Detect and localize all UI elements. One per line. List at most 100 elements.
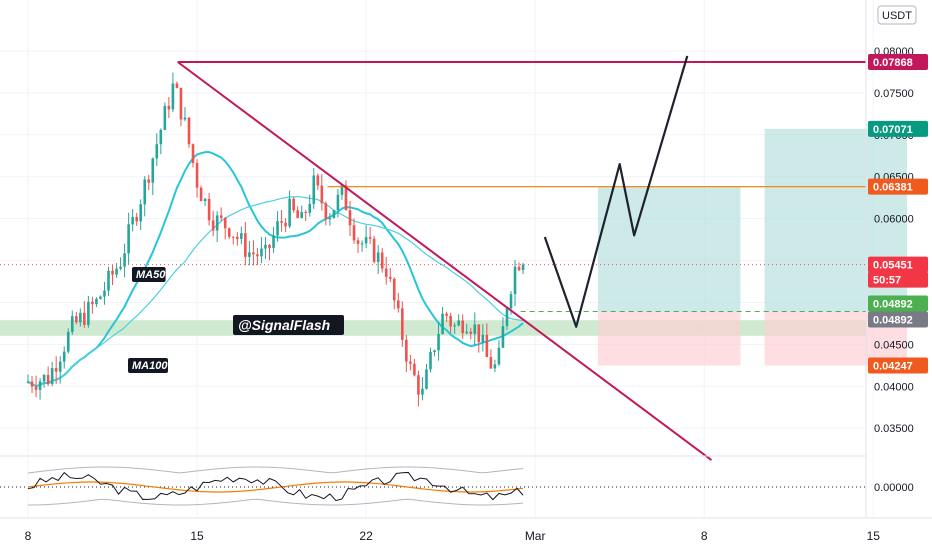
candle-body [421, 388, 424, 395]
candle-body [42, 374, 46, 382]
ma50-label: MA50 [132, 267, 166, 282]
candle-body [405, 339, 408, 362]
watermark-bg [233, 315, 344, 335]
candle-body [211, 220, 215, 231]
price-tag-text: 0.05451 [873, 260, 913, 272]
candle-body [115, 268, 118, 275]
price-tag-text: 0.04892 [873, 314, 913, 326]
osc-lower-band [27, 498, 524, 506]
candle-body [489, 357, 493, 369]
candle-body [163, 105, 167, 130]
candle-body [256, 254, 259, 257]
price-tick-label: 0.03500 [874, 423, 914, 435]
time-tick-label: 8 [701, 529, 708, 543]
candle-body [336, 194, 340, 211]
candle-body [288, 198, 291, 227]
candle-body [75, 316, 78, 323]
price-tag[interactable]: 0.04892 [868, 295, 928, 312]
osc-main-line [27, 471, 524, 502]
candle-body [328, 217, 332, 220]
price-tag[interactable]: 0.07071 [868, 120, 928, 137]
price-tag[interactable]: 0.07868 [868, 54, 928, 71]
price-tag-text: 0.04247 [873, 361, 913, 373]
candle-body [401, 308, 404, 340]
horizontal-levels[interactable] [0, 61, 866, 312]
time-tick-label: Mar [525, 529, 546, 543]
candle-body [304, 212, 308, 214]
time-tick-label: 8 [25, 529, 32, 543]
candle-body [344, 185, 348, 211]
osc-signal-line [27, 481, 524, 493]
candle-body [437, 333, 440, 351]
candle-body [143, 179, 147, 205]
candle-body [465, 331, 469, 334]
candle-body [95, 298, 98, 305]
candle-body [91, 301, 94, 305]
candle-body [264, 244, 267, 249]
price-tag-bg [868, 178, 928, 195]
price-tick-label: 0.06000 [874, 214, 914, 226]
projection-path[interactable] [543, 55, 689, 328]
candle-body [70, 316, 74, 332]
candle-body [397, 300, 400, 309]
candle-body [441, 313, 444, 334]
price-axis[interactable]: 0.080000.075000.070000.065000.060000.055… [865, 0, 928, 518]
price-tag-bg [868, 311, 928, 328]
candle-body [50, 368, 54, 385]
candle-body [236, 236, 239, 239]
price-tag[interactable]: 0.04247 [868, 357, 928, 374]
candle-body [368, 237, 372, 239]
candle-body [481, 334, 485, 343]
position-loss-box-1 [597, 311, 741, 366]
price-tag[interactable]: 0.05451 [868, 256, 928, 273]
candle-body [348, 210, 352, 226]
candle-body [409, 361, 412, 364]
price-tag-bg [868, 271, 928, 288]
candle-body [171, 83, 175, 110]
candles[interactable] [26, 72, 525, 407]
time-axis[interactable]: 8 15 22 Mar 8 15 [0, 517, 932, 543]
candle-body [195, 162, 199, 188]
candle-body [83, 312, 86, 325]
candle-body [207, 198, 211, 221]
price-tag[interactable]: 0.06381 [868, 178, 928, 195]
drawings[interactable] [177, 55, 713, 461]
candle-body [445, 313, 448, 316]
price-tag[interactable]: 50:57 [868, 271, 928, 288]
candle-body [280, 221, 283, 223]
candle-body [380, 252, 384, 269]
candle-body [252, 252, 255, 255]
candle-body [340, 185, 344, 195]
currency-badge[interactable]: USDT [877, 5, 917, 25]
chart-labels: MA50 MA100 @SignalFlash [128, 267, 344, 373]
candle-body [485, 334, 489, 358]
price-tag-bg [868, 295, 928, 312]
candle-body [248, 252, 251, 257]
candle-body [30, 381, 34, 387]
candle-body [62, 351, 66, 362]
price-tag[interactable]: 0.04892 [868, 311, 928, 328]
candle-body [517, 266, 521, 271]
price-tag-bg [868, 120, 928, 137]
candle-body [352, 225, 356, 241]
candle-body [384, 268, 388, 277]
price-tick-label: 0.04500 [874, 339, 914, 351]
candle-body [449, 315, 452, 327]
price-tag-bg [868, 357, 928, 374]
osc-tick-label: 0.00000 [874, 482, 914, 494]
candle-body [292, 198, 295, 211]
candle-body [320, 185, 324, 204]
price-tag-bg [868, 54, 928, 71]
candle-body [453, 325, 456, 327]
candle-body [34, 386, 38, 390]
currency-badge-box [877, 5, 917, 25]
descending-trendline[interactable] [177, 61, 713, 461]
candle-body [159, 129, 163, 145]
candle-body [135, 216, 138, 222]
candle-body [413, 363, 416, 376]
position-profit-box-1 [597, 186, 741, 312]
candle-body [417, 375, 420, 395]
candle-body [425, 369, 428, 389]
candle-body [473, 324, 477, 334]
